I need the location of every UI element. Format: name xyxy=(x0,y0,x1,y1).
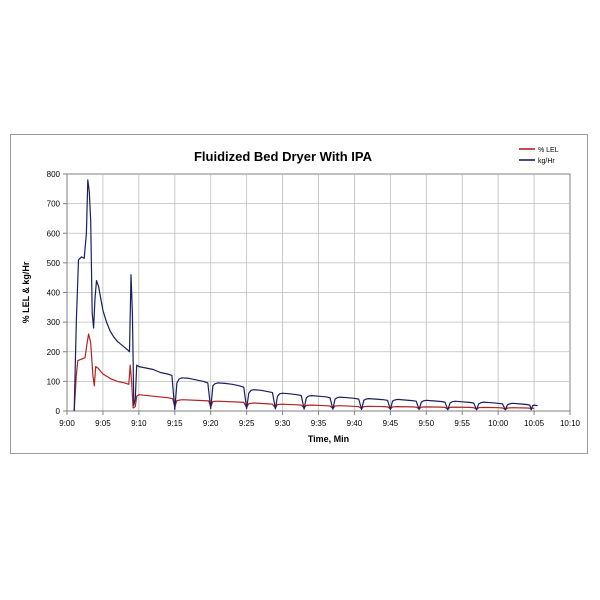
y-tick-label: 800 xyxy=(47,170,61,179)
series-line-kghr xyxy=(73,179,538,412)
x-tick-label: 9:00 xyxy=(59,419,75,428)
x-tick-label: 9:15 xyxy=(167,419,183,428)
y-axis-label: % LEL & kg/Hr xyxy=(21,261,31,323)
x-tick-label: 10:05 xyxy=(524,419,545,428)
series-line-lel xyxy=(73,333,535,412)
chart-title: Fluidized Bed Dryer With IPA xyxy=(194,149,373,164)
x-tick-label: 9:05 xyxy=(95,419,111,428)
y-tick-label: 500 xyxy=(47,259,61,268)
x-tick-label: 9:20 xyxy=(203,419,219,428)
y-tick-label: 0 xyxy=(56,407,61,416)
chart-frame: 9:00 9:05 9:10 9:15 9:20 9:25 9:30 9:35 9:40 9:45… xyxy=(10,134,588,454)
legend-entry: % LEL xyxy=(538,147,559,154)
x-tick-label: 9:10 xyxy=(131,419,147,428)
x-tick-label: 10:10 xyxy=(560,419,581,428)
chart-svg: 9:00 9:05 9:10 9:15 9:20 9:25 9:30 9:35 9:40 9:45… xyxy=(21,147,581,444)
y-tick-label: 700 xyxy=(47,200,61,209)
x-tick-label: 10:00 xyxy=(488,419,509,428)
x-tick-label: 9:55 xyxy=(454,419,470,428)
x-tick-label: 9:40 xyxy=(347,419,363,428)
x-tick-label: 9:25 xyxy=(239,419,255,428)
x-tick-label: 9:50 xyxy=(418,419,434,428)
y-tick-label: 100 xyxy=(47,377,61,386)
legend-entry: kg/Hr xyxy=(538,158,555,165)
x-tick-label: 9:30 xyxy=(275,419,291,428)
y-tick-label: 400 xyxy=(47,289,61,298)
x-tick-label: 9:45 xyxy=(383,419,399,428)
x-axis-label: Time, Min xyxy=(308,434,349,444)
x-tick-label: 9:35 xyxy=(311,419,327,428)
y-tick-label: 200 xyxy=(47,348,61,357)
y-tick-label: 600 xyxy=(47,229,61,238)
y-tick-label: 300 xyxy=(47,318,61,327)
